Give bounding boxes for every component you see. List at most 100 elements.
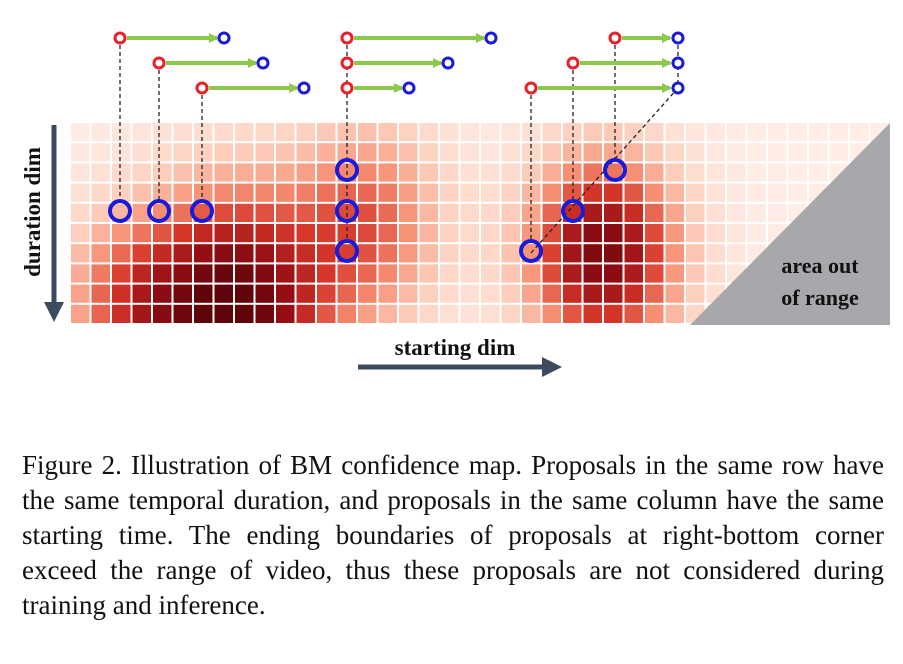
heatmap-cell <box>71 224 90 243</box>
heatmap-cell <box>542 123 561 142</box>
heatmap-cell <box>563 183 582 202</box>
heatmap-cell <box>378 163 397 182</box>
heatmap-cell <box>91 163 110 182</box>
heatmap-cell <box>542 203 561 222</box>
heatmap-cell <box>624 183 643 202</box>
heatmap-cell <box>317 163 336 182</box>
heatmap-cell <box>440 244 459 263</box>
heatmap-cell <box>194 264 213 283</box>
heatmap-cell <box>337 304 356 323</box>
bm-confidence-map-figure: area out of range <box>20 31 890 377</box>
heatmap-cell <box>71 183 90 202</box>
heatmap-cell <box>665 244 684 263</box>
heatmap-cell <box>71 304 90 323</box>
heatmap-cell <box>214 264 233 283</box>
heatmap-cell <box>583 183 602 202</box>
heatmap-cell <box>255 264 274 283</box>
heatmap-cell <box>460 264 479 283</box>
heatmap-cell <box>296 143 315 162</box>
heatmap-cell <box>358 123 377 142</box>
heatmap-cell <box>583 163 602 182</box>
heatmap-cell <box>276 284 295 303</box>
heatmap-cell <box>665 284 684 303</box>
heatmap-cell <box>214 224 233 243</box>
heatmap-cell <box>460 143 479 162</box>
heatmap-cell <box>337 224 356 243</box>
heatmap-cell <box>132 163 151 182</box>
heatmap-cell <box>686 244 705 263</box>
heatmap-cell <box>686 224 705 243</box>
heatmap-cell <box>624 163 643 182</box>
heatmap-cell <box>501 143 520 162</box>
heatmap-cell <box>727 123 746 142</box>
heatmap-cell <box>194 244 213 263</box>
heatmap-cell <box>563 224 582 243</box>
end-node <box>297 81 311 95</box>
heatmap-cell <box>460 203 479 222</box>
heatmap-cell <box>132 143 151 162</box>
heatmap-cell <box>112 163 131 182</box>
heatmap-cell <box>91 224 110 243</box>
heatmap-cell <box>235 244 254 263</box>
heatmap-cell <box>276 203 295 222</box>
heatmap-cell <box>583 123 602 142</box>
starting-axis-label: starting dim <box>395 335 516 360</box>
heatmap-cell <box>583 304 602 323</box>
heatmap-cell <box>132 203 151 222</box>
heatmap-cell <box>317 143 336 162</box>
heatmap-cell <box>624 203 643 222</box>
proposal-arrows <box>127 33 672 93</box>
heatmap-cell <box>665 304 684 323</box>
heatmap-cell <box>317 224 336 243</box>
heatmap-cell <box>214 244 233 263</box>
heatmap-cell <box>706 163 725 182</box>
heatmap-cell <box>337 264 356 283</box>
heatmap-cell <box>481 264 500 283</box>
start-node <box>340 56 354 70</box>
heatmap-cell <box>706 183 725 202</box>
heatmap-cell <box>378 203 397 222</box>
heatmap-cell <box>358 143 377 162</box>
heatmap-cell <box>132 304 151 323</box>
heatmap-cell <box>317 264 336 283</box>
heatmap-cell <box>112 304 131 323</box>
heatmap-cell <box>255 163 274 182</box>
heatmap-cell <box>399 304 418 323</box>
heatmap-cell <box>542 183 561 202</box>
heatmap-cell <box>378 304 397 323</box>
heatmap-cell <box>91 304 110 323</box>
heatmap-cell <box>419 163 438 182</box>
heatmap-cell <box>153 123 172 142</box>
heatmap-cell <box>501 284 520 303</box>
heatmap-cell <box>214 123 233 142</box>
heatmap-cell <box>460 163 479 182</box>
start-nodes <box>113 31 622 95</box>
heatmap-cell <box>624 123 643 142</box>
heatmap-cell <box>440 224 459 243</box>
heatmap-cell <box>440 203 459 222</box>
heatmap-cell <box>235 183 254 202</box>
heatmap-cell <box>173 244 192 263</box>
heatmap-cell <box>665 143 684 162</box>
out-of-range-label-line2: of range <box>781 285 859 310</box>
heatmap-cell <box>399 143 418 162</box>
out-of-range-label-line1: area out <box>781 253 859 278</box>
heatmap-cell <box>481 203 500 222</box>
heatmap-cell <box>481 163 500 182</box>
heatmap-cell <box>460 284 479 303</box>
heatmap-cell <box>850 123 869 142</box>
heatmap-cell <box>194 304 213 323</box>
heatmap-cell <box>358 264 377 283</box>
heatmap-cell <box>419 183 438 202</box>
heatmap-cell <box>501 183 520 202</box>
heatmap-cell <box>501 264 520 283</box>
heatmap-cell <box>276 183 295 202</box>
heatmap-cell <box>788 123 807 142</box>
heatmap-cell <box>501 203 520 222</box>
map-marker <box>335 158 359 182</box>
heatmap-cell <box>71 123 90 142</box>
heatmap-cell <box>337 284 356 303</box>
heatmap-cell <box>132 123 151 142</box>
heatmap-cell <box>276 123 295 142</box>
heatmap-cell <box>235 123 254 142</box>
